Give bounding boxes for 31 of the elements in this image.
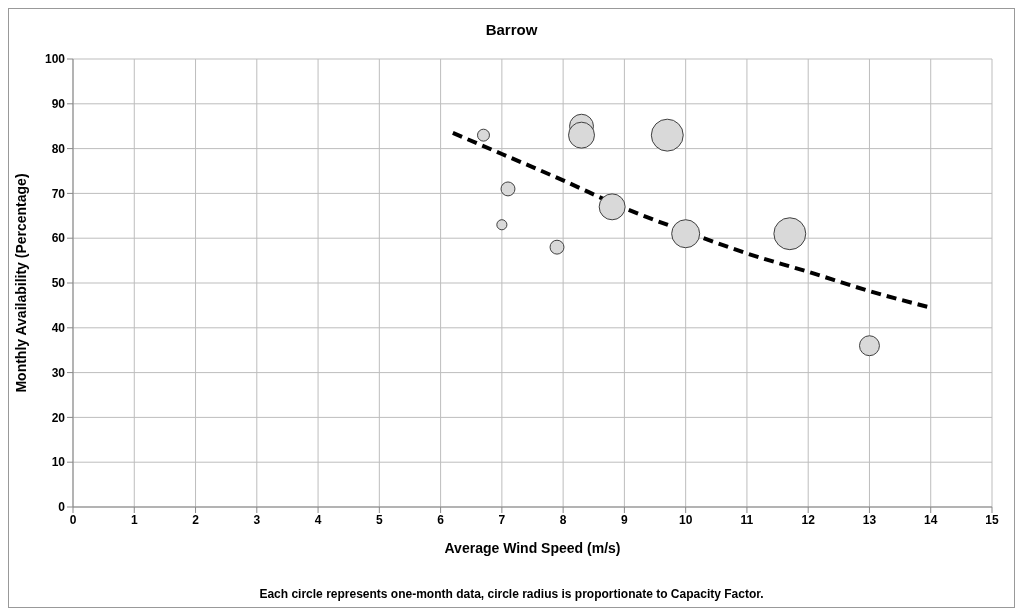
x-tick-label: 0 bbox=[69, 512, 77, 527]
y-tick-label: 0 bbox=[58, 500, 66, 515]
chart-title: Barrow bbox=[484, 21, 539, 38]
y-tick-label: 20 bbox=[51, 410, 66, 425]
x-tick-label: 8 bbox=[559, 512, 567, 527]
x-tick-label: 3 bbox=[253, 512, 261, 527]
x-tick-label: 5 bbox=[375, 512, 383, 527]
y-tick-label: 80 bbox=[51, 141, 66, 156]
x-tick-label: 6 bbox=[437, 512, 445, 527]
x-tick-label: 13 bbox=[862, 512, 877, 527]
y-tick-label: 60 bbox=[51, 231, 66, 246]
y-tick-label: 30 bbox=[51, 365, 66, 380]
x-tick-label: 2 bbox=[192, 512, 200, 527]
x-tick-label: 11 bbox=[740, 512, 754, 527]
x-tick-label: 1 bbox=[130, 512, 138, 527]
x-axis-title: Average Wind Speed (m/s) bbox=[444, 540, 621, 556]
y-tick-label: 70 bbox=[51, 186, 66, 201]
y-tick-label: 50 bbox=[51, 276, 66, 291]
text: Each circle represents one-month data, circle radius is proportionate to Capacity Factor. bbox=[258, 587, 765, 601]
y-tick-label: 10 bbox=[51, 455, 66, 470]
y-tick-label: 100 bbox=[44, 52, 66, 67]
x-tick-label: 4 bbox=[314, 512, 322, 527]
x-tick-label: 12 bbox=[801, 512, 816, 527]
y-tick-label: 90 bbox=[51, 97, 66, 112]
x-tick-label: 14 bbox=[924, 512, 938, 527]
y-axis-title: Monthly Availability (Percentage) bbox=[12, 173, 29, 393]
x-tick-label: 9 bbox=[621, 512, 629, 527]
x-tick-label: 7 bbox=[498, 512, 506, 527]
x-tick-label: 15 bbox=[985, 512, 999, 527]
x-tick-label: 10 bbox=[678, 512, 693, 527]
y-tick-label: 40 bbox=[51, 321, 66, 336]
